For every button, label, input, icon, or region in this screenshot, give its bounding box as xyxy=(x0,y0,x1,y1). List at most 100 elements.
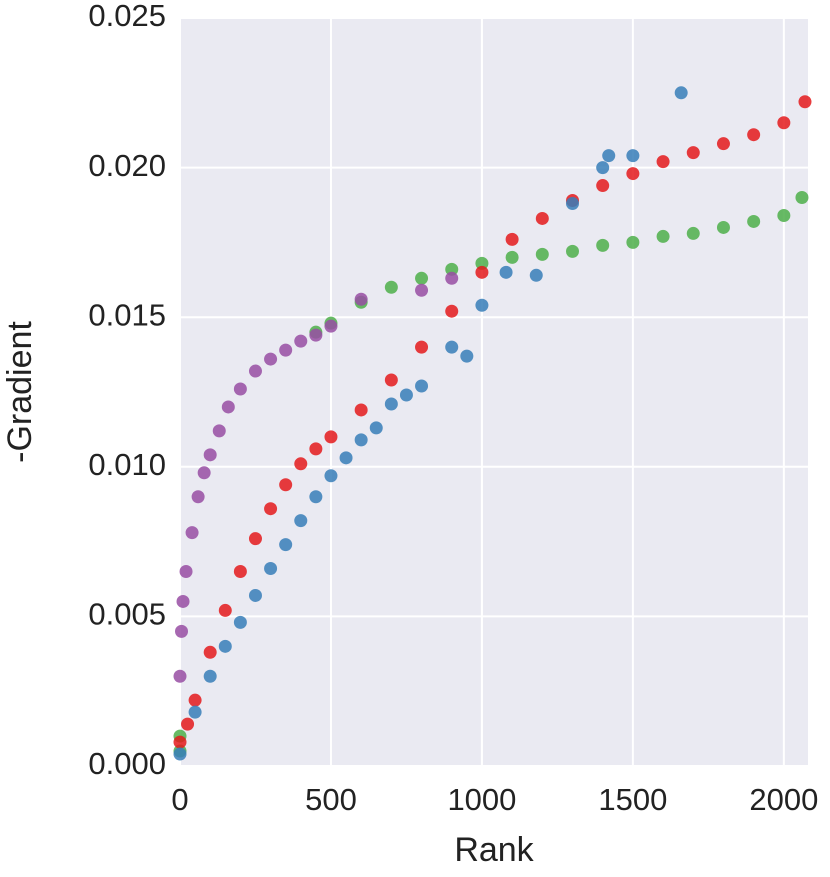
point xyxy=(596,238,610,252)
point xyxy=(415,271,429,285)
point xyxy=(499,265,513,279)
point xyxy=(309,490,323,504)
point xyxy=(233,382,247,396)
point xyxy=(686,146,700,160)
point xyxy=(188,693,202,707)
point xyxy=(188,705,202,719)
point xyxy=(656,155,670,169)
point xyxy=(445,340,459,354)
point xyxy=(795,191,809,205)
point xyxy=(529,268,543,282)
point xyxy=(747,214,761,228)
point xyxy=(233,615,247,629)
x-tick-label: 1000 xyxy=(447,782,516,817)
point xyxy=(233,565,247,579)
point xyxy=(475,298,489,312)
point xyxy=(415,283,429,297)
point xyxy=(221,400,235,414)
point xyxy=(173,669,187,683)
y-tick-label: 0.020 xyxy=(88,148,166,183)
point xyxy=(686,226,700,240)
point xyxy=(505,232,519,246)
x-tick-label: 2000 xyxy=(749,782,818,817)
point xyxy=(173,747,187,761)
point xyxy=(777,208,791,222)
x-tick-label: 500 xyxy=(305,782,357,817)
point xyxy=(294,334,308,348)
point xyxy=(264,352,278,366)
point xyxy=(445,262,459,276)
point xyxy=(399,388,413,402)
point xyxy=(535,211,549,225)
y-tick-label: 0.005 xyxy=(88,597,166,632)
point xyxy=(596,179,610,193)
point xyxy=(626,235,640,249)
x-tick-label: 1500 xyxy=(598,782,667,817)
point xyxy=(566,197,579,211)
point xyxy=(596,161,610,175)
point xyxy=(777,116,791,130)
point xyxy=(248,588,262,602)
point xyxy=(294,457,308,471)
point xyxy=(445,271,459,285)
point xyxy=(445,304,459,318)
point xyxy=(716,220,730,234)
point xyxy=(475,265,489,279)
point xyxy=(218,603,232,617)
point xyxy=(354,292,368,306)
point xyxy=(181,717,195,731)
point xyxy=(176,594,190,608)
point xyxy=(324,469,338,483)
point xyxy=(384,373,398,387)
point xyxy=(626,149,640,163)
point xyxy=(175,624,189,638)
y-tick-label: 0.025 xyxy=(88,0,166,33)
point xyxy=(475,256,489,270)
point xyxy=(179,565,193,579)
point xyxy=(415,379,429,393)
y-tick-label: 0.000 xyxy=(88,746,166,781)
point xyxy=(185,526,199,540)
y-tick-label: 0.015 xyxy=(88,297,166,332)
plot-area xyxy=(180,18,808,766)
y-tick-label: 0.010 xyxy=(88,447,166,482)
point xyxy=(264,562,278,576)
y-axis-label: -Gradient xyxy=(1,321,39,463)
point xyxy=(173,735,187,749)
point xyxy=(566,244,579,258)
point xyxy=(354,433,368,447)
point xyxy=(203,645,217,659)
point xyxy=(354,403,368,417)
point xyxy=(264,502,278,516)
point xyxy=(747,128,761,142)
point xyxy=(279,538,293,552)
point xyxy=(218,639,232,653)
point xyxy=(248,532,262,546)
point xyxy=(339,451,353,465)
point xyxy=(505,250,519,264)
point xyxy=(716,137,730,151)
point xyxy=(212,424,226,438)
point xyxy=(324,430,338,444)
point xyxy=(248,364,262,378)
point xyxy=(197,466,211,480)
point xyxy=(203,448,217,462)
point xyxy=(309,442,323,456)
point xyxy=(602,149,616,163)
point xyxy=(798,95,812,109)
point xyxy=(674,86,688,100)
point xyxy=(279,343,293,357)
point xyxy=(384,280,398,294)
point xyxy=(294,514,308,528)
x-axis-label: Rank xyxy=(454,831,534,869)
point xyxy=(203,669,217,683)
point xyxy=(535,247,549,261)
point xyxy=(309,328,323,342)
point xyxy=(656,229,670,243)
point xyxy=(369,421,383,435)
point xyxy=(279,478,293,492)
point xyxy=(384,397,398,411)
point xyxy=(626,167,640,181)
point xyxy=(460,349,474,363)
